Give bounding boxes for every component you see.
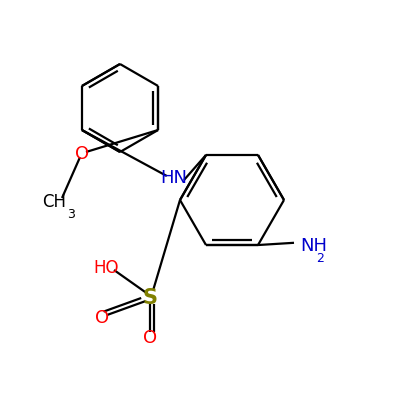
Text: 3: 3 xyxy=(67,208,75,221)
Text: CH: CH xyxy=(42,193,66,211)
Text: 2: 2 xyxy=(316,252,324,265)
Text: HN: HN xyxy=(160,169,188,187)
Text: O: O xyxy=(143,329,157,347)
Text: NH: NH xyxy=(300,237,327,255)
Text: S: S xyxy=(142,288,158,308)
Text: O: O xyxy=(95,309,109,327)
Text: O: O xyxy=(75,145,89,163)
Text: HO: HO xyxy=(93,259,119,277)
